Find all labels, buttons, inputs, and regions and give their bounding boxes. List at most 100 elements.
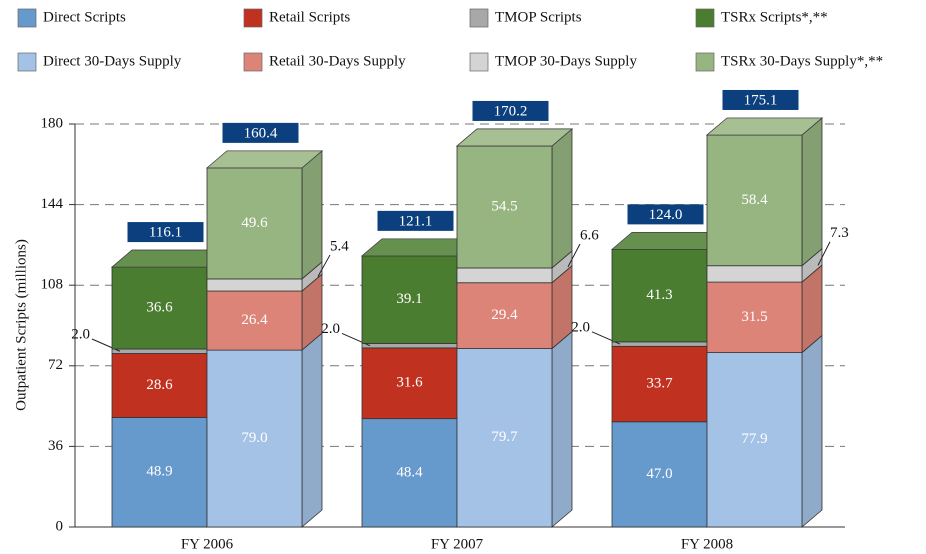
value-label: 77.9	[741, 431, 767, 447]
bar	[611, 421, 708, 528]
total-box	[722, 89, 799, 110]
x-tick-label: FY 2007	[431, 536, 484, 552]
legend-label: TMOP 30-Days Supply	[495, 53, 637, 69]
bar	[611, 345, 708, 423]
bar	[456, 145, 553, 269]
bar	[611, 341, 708, 347]
value-label: 79.0	[241, 430, 267, 446]
bar	[611, 248, 708, 343]
value-label: 54.5	[491, 198, 517, 214]
bar	[361, 347, 458, 420]
bar-side-shade	[302, 150, 322, 279]
legend-swatch	[17, 8, 37, 28]
y-tick-label: 144	[41, 196, 64, 212]
value-label: 31.6	[396, 375, 423, 391]
legend-label: Retail 30-Days Supply	[269, 53, 406, 69]
legend-swatch	[17, 52, 37, 72]
bar	[361, 418, 458, 528]
bar	[456, 267, 553, 284]
total-box	[127, 222, 204, 243]
legend-label: Direct Scripts	[43, 9, 126, 25]
bar-side-shade	[552, 250, 572, 283]
value-label: 2.0	[571, 319, 590, 335]
value-label: 58.4	[741, 192, 768, 208]
x-tick-label: FY 2008	[681, 536, 733, 552]
value-label: 6.6	[580, 227, 599, 243]
bar	[706, 134, 803, 267]
y-tick-label: 0	[56, 518, 64, 534]
bar-side-shade	[802, 117, 822, 266]
legend-label: Retail Scripts	[269, 9, 350, 25]
legend-swatch	[469, 8, 489, 28]
total-label: 175.1	[744, 92, 778, 108]
legend-label: TSRx 30-Days Supply*,**	[721, 53, 883, 69]
legend-swatch	[469, 52, 489, 72]
bar-top-light	[612, 232, 727, 250]
bar	[206, 167, 303, 280]
leader-line	[817, 241, 831, 266]
value-label: 41.3	[646, 287, 672, 303]
total-box	[377, 210, 454, 231]
value-label: 5.4	[330, 238, 349, 254]
value-label: 2.0	[321, 321, 340, 337]
value-label: 31.5	[741, 309, 767, 325]
y-axis-label: Outpatient Scripts (millions)	[13, 239, 29, 411]
value-label: 29.4	[491, 307, 518, 323]
total-label: 170.2	[494, 103, 528, 119]
value-label: 47.0	[646, 466, 672, 482]
y-tick-label: 108	[41, 277, 64, 293]
value-label: 7.3	[830, 225, 849, 241]
bar	[706, 265, 803, 283]
total-label: 121.1	[399, 213, 433, 229]
total-label: 124.0	[649, 207, 683, 223]
legend-swatch	[243, 52, 263, 72]
bar	[111, 348, 208, 354]
leader-line	[317, 254, 331, 277]
bar	[361, 255, 458, 344]
bar	[206, 290, 303, 351]
bar-side-shade	[802, 248, 822, 283]
bar	[111, 353, 208, 418]
bar-side-shade	[302, 261, 322, 292]
bar-top	[455, 128, 574, 147]
leader-line	[567, 243, 581, 268]
legend-label: TMOP Scripts	[495, 9, 582, 25]
value-label: 48.9	[146, 464, 172, 480]
bar	[706, 281, 803, 353]
bar	[206, 349, 303, 528]
total-box	[627, 204, 704, 225]
y-tick-label: 72	[48, 357, 63, 373]
x-tick-label: FY 2006	[181, 536, 234, 552]
bar-side-shade	[802, 265, 822, 353]
bar	[706, 352, 803, 528]
legend-swatch	[695, 52, 715, 72]
legend-swatch	[243, 8, 263, 28]
total-box	[472, 100, 549, 121]
y-tick-label: 180	[41, 115, 64, 131]
value-label: 2.0	[71, 326, 90, 342]
y-tick-label: 36	[48, 438, 64, 454]
legend-label: TSRx Scripts*,**	[721, 9, 828, 25]
bar-top	[205, 150, 324, 169]
value-label: 28.6	[146, 377, 173, 393]
bar	[361, 343, 458, 349]
value-label: 49.6	[241, 215, 268, 231]
bar-top	[705, 117, 824, 136]
bar-side-shade	[552, 265, 572, 349]
legend-label: Direct 30-Days Supply	[43, 53, 182, 69]
total-box	[222, 122, 299, 143]
value-label: 36.6	[146, 299, 173, 315]
bar	[456, 282, 553, 349]
bar-top-light	[112, 250, 227, 268]
bar-side-shade	[302, 274, 322, 351]
bar-top-light	[207, 150, 322, 168]
bar-side-shade	[802, 335, 822, 527]
value-label: 79.7	[491, 429, 518, 445]
total-label: 160.4	[244, 125, 278, 141]
value-label: 33.7	[646, 375, 673, 391]
bar-top-light	[362, 238, 477, 256]
value-label: 48.4	[396, 464, 423, 480]
legend-swatch	[695, 8, 715, 28]
total-label: 116.1	[149, 225, 182, 241]
